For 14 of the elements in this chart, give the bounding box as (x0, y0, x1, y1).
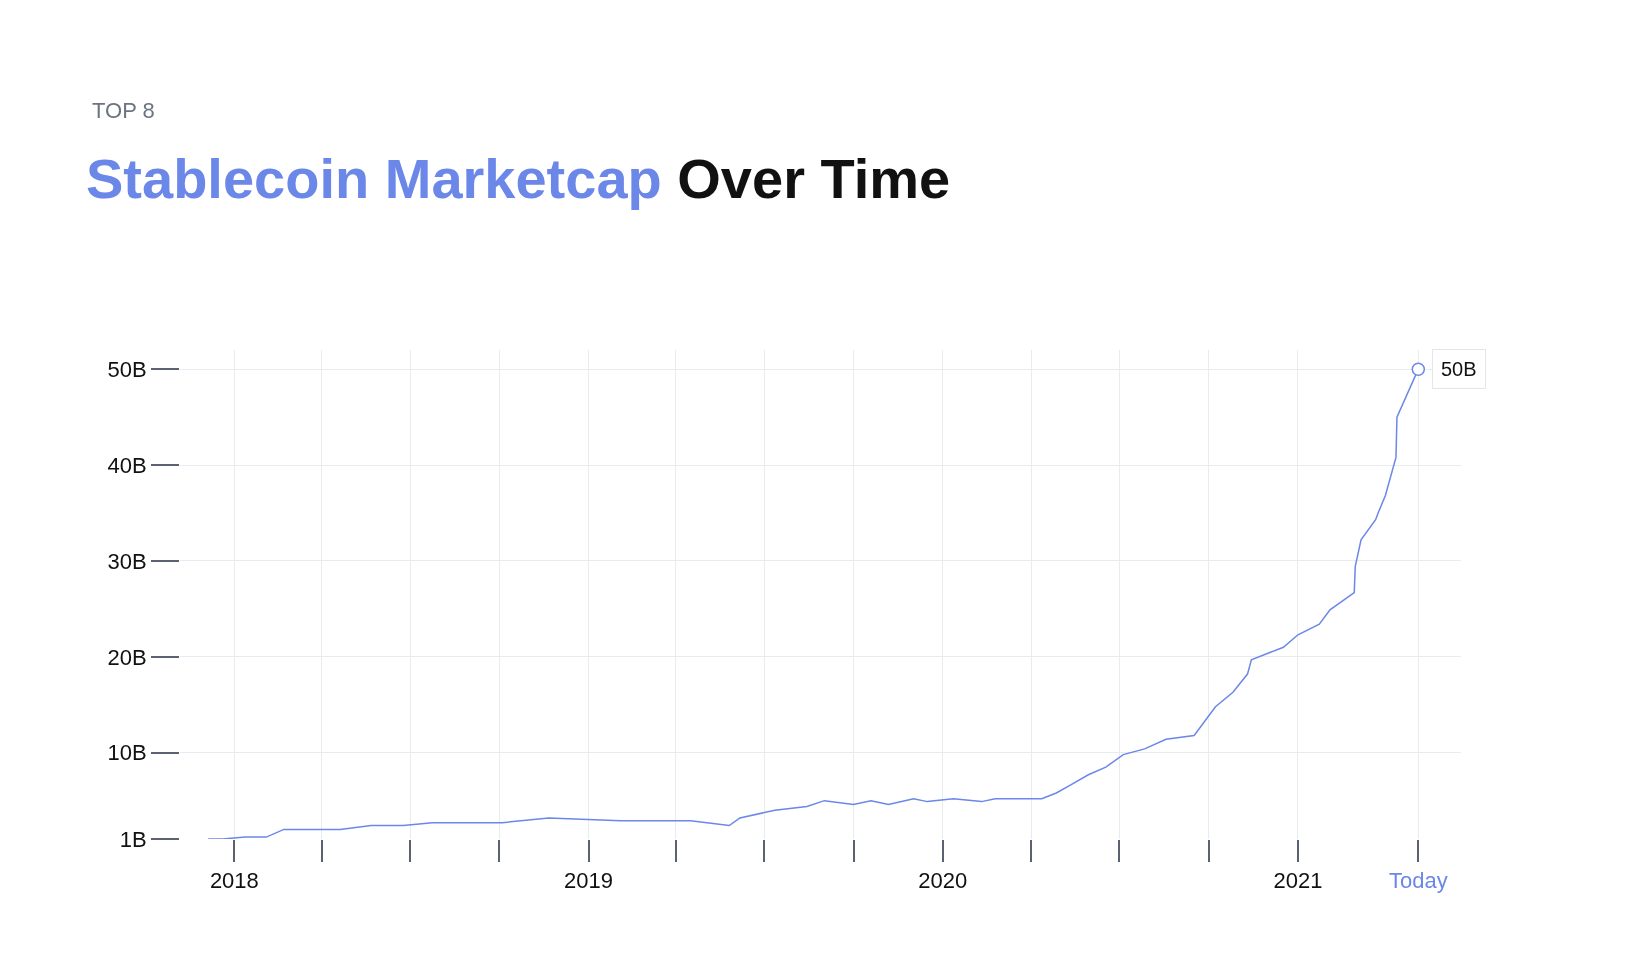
x-tick-label: 2021 (1273, 868, 1323, 894)
x-tick-label: 2020 (918, 868, 968, 894)
chart-subtitle: TOP 8 (92, 98, 155, 123)
annotation: 50B (1441, 358, 1477, 380)
y-tick-label: 10B (107, 740, 147, 766)
x-tick-label: Today (1388, 868, 1448, 894)
y-tick-label: 30B (107, 548, 147, 574)
x-tick-label: 2018 (209, 868, 259, 894)
x-tick-label: 2019 (564, 868, 614, 894)
chart-title: Stablecoin Marketcap Over Time (86, 147, 951, 210)
y-tick-label: 50B (107, 356, 147, 382)
y-tick-label: 1B (119, 826, 147, 852)
y-tick-label: 40B (107, 452, 147, 478)
y-tick-label: 20B (107, 644, 147, 670)
